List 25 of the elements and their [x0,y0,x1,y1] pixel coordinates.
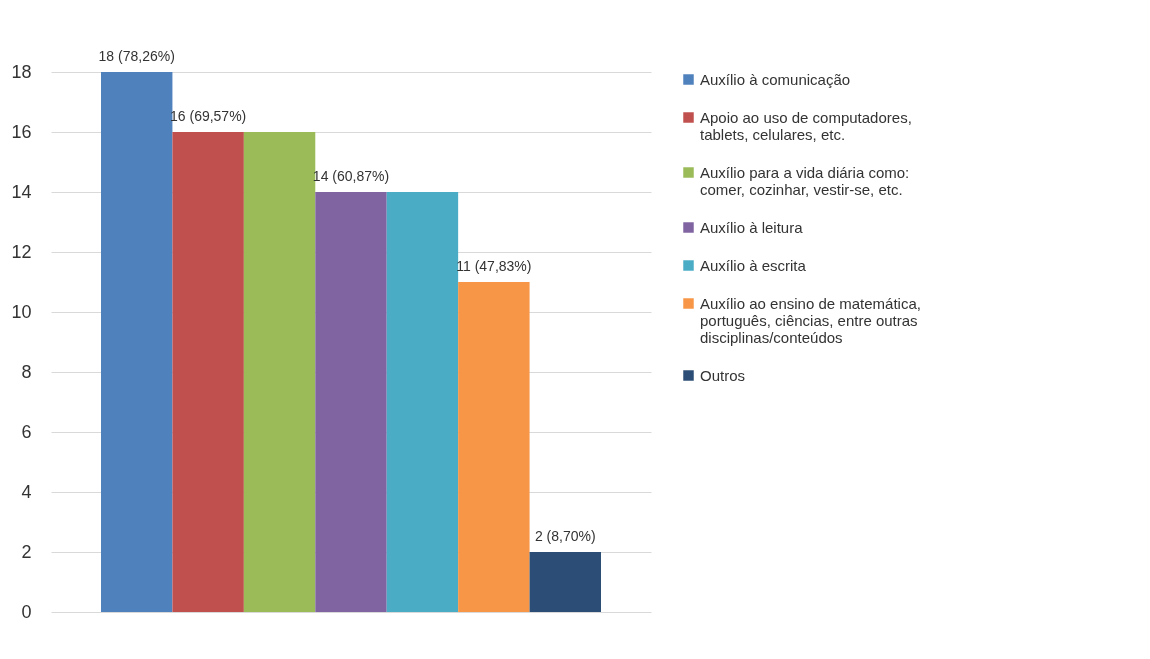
legend-label: Auxílio à leitura [700,218,804,236]
bar [386,192,459,612]
legend-label: Apoio ao uso de computadores, tablets, celulares, etc. [700,108,912,143]
bar [101,72,173,612]
y-tick-label: 0 [21,601,32,622]
bar [458,282,530,612]
legend-label: Auxílio ao ensino de matemática, português, ciências, entre outras disciplinas/conteúdos [700,294,921,346]
y-tick-label: 2 [21,541,32,562]
legend-label: Auxílio para a vida diária como: comer, cozinhar, vestir-se, etc. [700,163,910,198]
legend-label: Auxílio à comunicação [700,70,851,88]
bar [315,192,387,612]
legend-label: Outros [700,366,746,384]
y-tick-label: 18 [11,61,32,82]
bar [529,552,601,612]
y-tick-label: 16 [11,121,32,142]
y-tick-label: 12 [11,241,32,262]
data-label: 18 (78,26%) [98,48,175,64]
y-tick-label: 6 [21,421,32,442]
bar [172,132,244,612]
y-tick-label: 14 [11,181,32,202]
y-tick-label: 4 [21,481,32,502]
y-tick-label: 8 [21,361,32,382]
data-label: 2 (8,70%) [534,528,596,544]
legend-label: Auxílio à escrita [700,256,807,274]
y-tick-label: 10 [11,301,32,322]
